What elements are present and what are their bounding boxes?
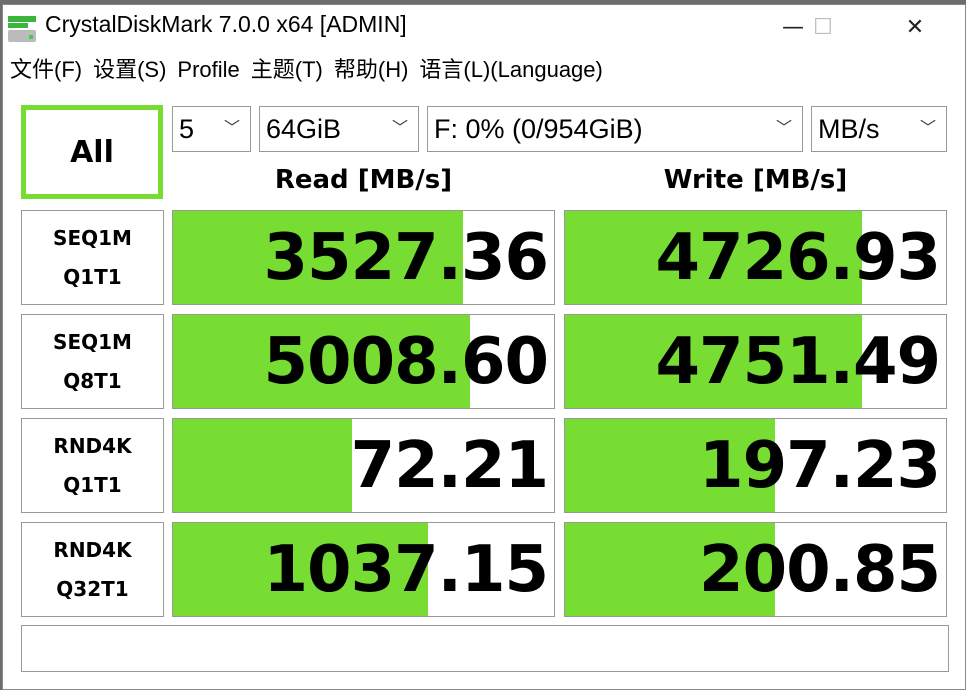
write-result: 197.23 [564, 418, 947, 513]
all-button[interactable]: All [21, 105, 163, 199]
read-bar [173, 211, 463, 304]
write-value: 197.23 [699, 429, 941, 503]
read-bar [173, 523, 429, 616]
menu-language[interactable]: 语言(L)(Language) [419, 57, 603, 82]
chevron-down-icon: ﹀ [775, 120, 792, 137]
menu-help[interactable]: 帮助(H) [333, 57, 409, 82]
app-disk-icon [8, 16, 36, 42]
test-button[interactable]: SEQ1M Q1T1 [21, 210, 164, 305]
read-value: 5008.60 [263, 325, 549, 399]
write-value: 4751.49 [655, 325, 941, 399]
unit-select[interactable]: MB/s ﹀ [811, 106, 947, 152]
write-result: 200.85 [564, 522, 947, 617]
read-bar [173, 315, 471, 408]
read-result: 1037.15 [172, 522, 555, 617]
menu-settings[interactable]: 设置(S) [93, 57, 167, 82]
title-bar: CrystalDiskMark 7.0.0 x64 [ADMIN] — ☐ ✕ [3, 5, 965, 49]
test-name: SEQ1M [53, 225, 132, 250]
write-header: Write [MB/s] [663, 165, 848, 195]
test-params: Q1T1 [63, 264, 122, 289]
chevron-down-icon: ﹀ [223, 120, 240, 137]
test-name: RND4K [53, 433, 132, 458]
read-result: 3527.36 [172, 210, 555, 305]
menu-theme[interactable]: 主题(T) [250, 57, 323, 82]
count-select[interactable]: 5 ﹀ [172, 106, 251, 152]
test-name: SEQ1M [53, 329, 132, 354]
size-select[interactable]: 64GiB ﹀ [259, 106, 419, 152]
maximize-button[interactable]: ☐ [813, 14, 833, 40]
chevron-down-icon: ﹀ [391, 120, 408, 137]
menu-profile[interactable]: Profile [177, 57, 240, 82]
count-value: 5 [179, 114, 195, 144]
write-bar [565, 315, 863, 408]
status-bar [21, 625, 949, 672]
test-params: Q32T1 [56, 576, 129, 601]
read-result: 72.21 [172, 418, 555, 513]
drive-select[interactable]: F: 0% (0/954GiB) ﹀ [427, 106, 803, 152]
close-button[interactable]: ✕ [905, 14, 925, 40]
write-bar [565, 419, 775, 512]
read-value: 72.21 [350, 429, 549, 503]
chevron-down-icon: ﹀ [919, 120, 936, 137]
app-window: CrystalDiskMark 7.0.0 x64 [ADMIN] — ☐ ✕ … [2, 4, 966, 690]
minimize-button[interactable]: — [782, 14, 804, 40]
read-result: 5008.60 [172, 314, 555, 409]
read-value: 3527.36 [263, 221, 549, 295]
drive-value: F: 0% (0/954GiB) [434, 114, 643, 144]
test-params: Q1T1 [63, 472, 122, 497]
read-bar [173, 419, 353, 512]
test-button[interactable]: RND4K Q1T1 [21, 418, 164, 513]
test-name: RND4K [53, 537, 132, 562]
write-result: 4726.93 [564, 210, 947, 305]
test-params: Q8T1 [63, 368, 122, 393]
write-result: 4751.49 [564, 314, 947, 409]
read-header: Read [MB/s] [274, 165, 453, 195]
write-value: 4726.93 [655, 221, 941, 295]
write-bar [565, 211, 863, 304]
size-value: 64GiB [266, 114, 342, 144]
menu-bar: 文件(F) 设置(S) Profile 主题(T) 帮助(H) 语言(L)(La… [3, 53, 607, 87]
write-bar [565, 523, 775, 616]
window-title: CrystalDiskMark 7.0.0 x64 [ADMIN] [45, 11, 407, 37]
unit-value: MB/s [818, 114, 880, 144]
write-value: 200.85 [699, 533, 941, 607]
test-button[interactable]: RND4K Q32T1 [21, 522, 164, 617]
read-value: 1037.15 [263, 533, 549, 607]
menu-file[interactable]: 文件(F) [10, 57, 83, 82]
test-button[interactable]: SEQ1M Q8T1 [21, 314, 164, 409]
